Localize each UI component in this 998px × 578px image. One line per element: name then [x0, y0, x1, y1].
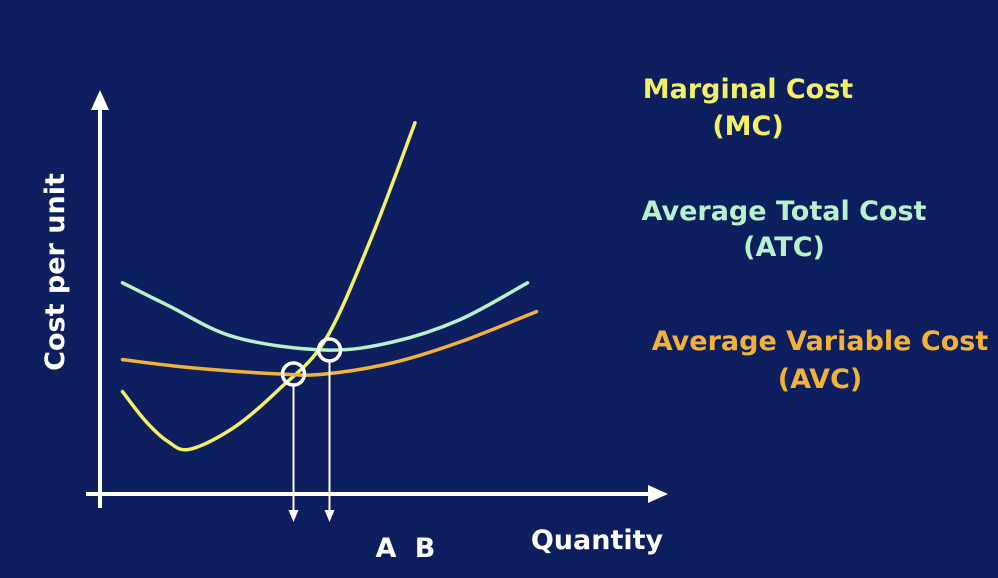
marker-b-circle	[316, 337, 343, 363]
marker-layer	[280, 337, 343, 522]
axes	[86, 90, 668, 508]
x-axis-arrowhead	[648, 485, 668, 503]
y-axis-label: Cost per unit	[40, 173, 71, 371]
atc-legend-abbr: (ATC)	[743, 232, 825, 263]
atc-curve	[120, 281, 530, 352]
mc-legend-abbr: (MC)	[712, 111, 783, 142]
avc-legend-abbr: (AVC)	[778, 364, 862, 395]
avc-legend-name: Average Variable Cost	[652, 326, 989, 357]
y-axis-arrowhead	[91, 90, 109, 110]
mc-legend-name: Marginal Cost	[643, 74, 854, 105]
atc-legend-name: Average Total Cost	[642, 196, 927, 227]
x-tick-label-b: B	[415, 533, 436, 564]
marker-a-arrowhead	[288, 510, 299, 522]
avc-curve	[120, 309, 539, 377]
x-axis-label: Quantity	[531, 525, 664, 556]
marker-b-arrowhead	[324, 510, 335, 522]
x-tick-label-a: A	[376, 533, 397, 564]
marker-a-circle	[280, 361, 307, 387]
series-layer	[120, 121, 539, 452]
mc-curve	[120, 121, 417, 452]
